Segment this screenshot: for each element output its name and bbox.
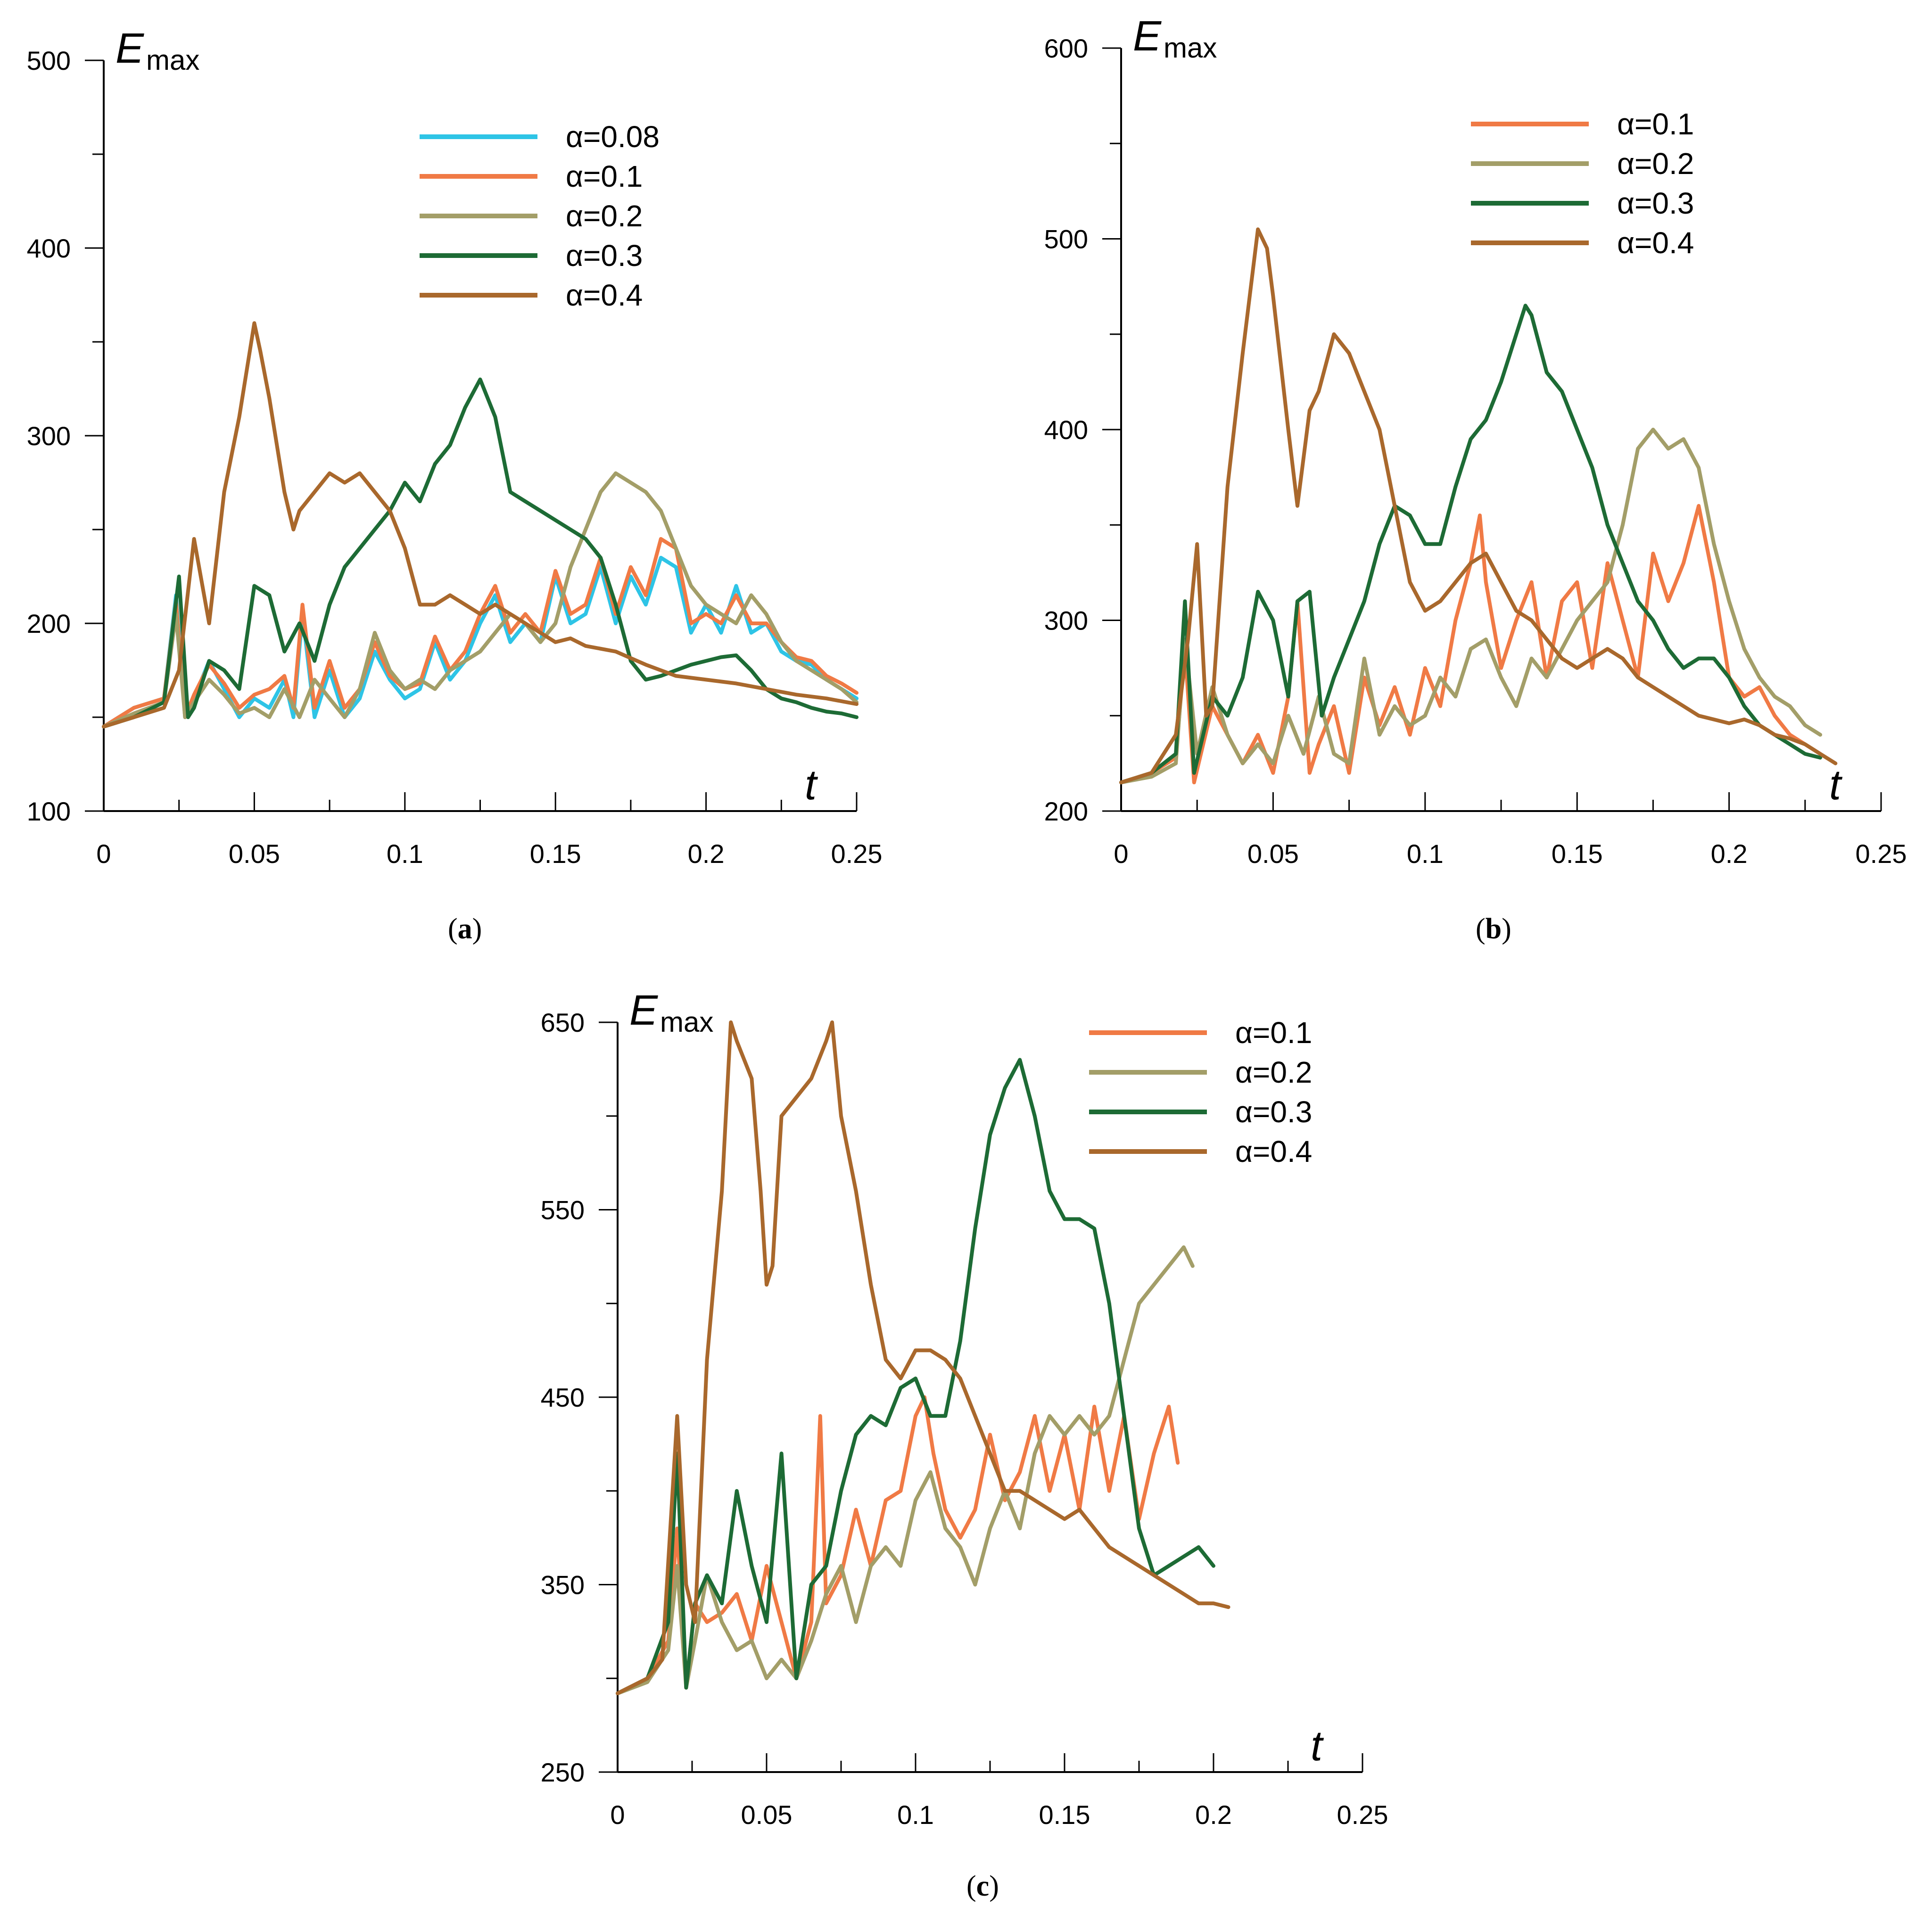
legend-label: α=0.4 (1617, 226, 1694, 260)
legend-label: α=0.1 (566, 159, 643, 193)
legend-label: α=0.3 (1617, 186, 1694, 220)
y-tick-label: 300 (27, 421, 71, 451)
x-tick-label: 0.05 (229, 839, 280, 869)
x-tick-label: 0.15 (1039, 1800, 1090, 1830)
x-tick-label: 0.25 (1337, 1800, 1388, 1830)
x-tick-label: 0.1 (897, 1800, 934, 1830)
y-tick-label: 250 (541, 1757, 585, 1787)
legend-label: α=0.4 (566, 278, 643, 312)
x-tick-label: 0.2 (1711, 839, 1748, 869)
x-tick-label: 0.2 (1195, 1800, 1232, 1830)
y-tick-label: 500 (27, 46, 71, 75)
legend-label: α=0.2 (566, 199, 643, 233)
y-tick-label: 300 (1044, 606, 1088, 636)
panel-label: (c) (966, 1870, 999, 1902)
series-line-0-4 (1119, 227, 1838, 785)
y-axis-label-subscript: max (1164, 32, 1217, 64)
legend-label: α=0.4 (1235, 1135, 1312, 1168)
x-tick-label: 0.25 (831, 839, 883, 869)
y-tick-label: 450 (541, 1383, 585, 1412)
panel-label: (a) (448, 913, 482, 945)
x-tick-label: 0.25 (1856, 839, 1907, 869)
y-tick-label: 200 (27, 609, 71, 638)
x-axis-label: t (805, 762, 818, 809)
y-tick-label: 500 (1044, 224, 1088, 254)
x-tick-label: 0.15 (1552, 839, 1603, 869)
x-tick-label: 0.1 (387, 839, 423, 869)
y-tick-label: 550 (541, 1195, 585, 1225)
y-tick-label: 600 (1044, 33, 1088, 63)
y-axis-label-subscript: max (660, 1006, 713, 1038)
legend-label: α=0.1 (1617, 107, 1694, 141)
y-axis-label: E (1133, 13, 1162, 60)
series-line-0-3 (616, 1058, 1215, 1696)
x-tick-label: 0.1 (1407, 839, 1444, 869)
y-tick-label: 400 (1044, 415, 1088, 445)
series-line-0-1 (1119, 504, 1822, 785)
y-tick-label: 200 (1044, 796, 1088, 826)
x-tick-label: 0.2 (688, 839, 725, 869)
legend-label: α=0.2 (1235, 1055, 1312, 1089)
x-tick-label: 0 (610, 1800, 625, 1830)
y-tick-label: 650 (541, 1008, 585, 1037)
legend-label: α=0.3 (566, 239, 643, 273)
x-axis-label: t (1311, 1723, 1324, 1770)
x-tick-label: 0.05 (741, 1800, 793, 1830)
legend-label: α=0.1 (1235, 1016, 1312, 1050)
y-axis-label: E (629, 987, 658, 1034)
x-tick-label: 0 (1114, 839, 1128, 869)
x-tick-label: 0.15 (530, 839, 581, 869)
series-line-0-1 (616, 1395, 1180, 1696)
series-line-0-2 (616, 1245, 1195, 1696)
panel-label: (b) (1476, 913, 1511, 945)
y-axis-label-subscript: max (146, 44, 199, 76)
legend-label: α=0.3 (1235, 1095, 1312, 1129)
series-line-0-3 (102, 377, 859, 729)
series-line-0-2 (102, 471, 859, 729)
series-line-0-3 (1119, 304, 1822, 785)
legend-label: α=0.2 (1617, 147, 1694, 181)
x-tick-label: 0 (96, 839, 111, 869)
y-tick-label: 350 (541, 1570, 585, 1600)
series-line-0-4 (616, 1020, 1230, 1696)
legend-label: α=0.08 (566, 120, 660, 154)
y-tick-label: 400 (27, 233, 71, 263)
series-line-0-4 (102, 321, 859, 729)
x-axis-label: t (1829, 762, 1843, 809)
x-tick-label: 0.05 (1247, 839, 1299, 869)
series-line-0-08 (102, 555, 859, 729)
y-tick-label: 100 (27, 796, 71, 826)
series-line-0-2 (1119, 428, 1822, 785)
y-axis-label: E (116, 25, 144, 72)
